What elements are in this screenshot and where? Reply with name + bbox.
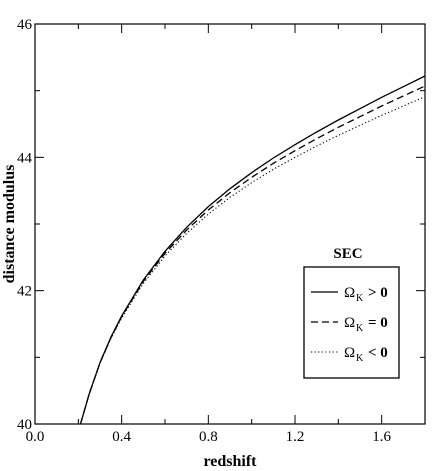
axis-ticks: 0.0 0.4 0.8 1.2 1.6 40 42 44 46: [17, 17, 426, 445]
legend: SEC Ω K > 0Ω K = 0Ω K < 0: [303, 246, 400, 379]
legend-operator: > 0: [368, 285, 388, 301]
y-tick-label: 44: [17, 150, 33, 166]
x-tick-label: 0.4: [112, 429, 131, 445]
legend-box: [303, 266, 400, 379]
legend-symbol: Ω: [344, 315, 355, 331]
x-tick-label: 0.0: [26, 429, 45, 445]
y-axis-title: distance modulus: [1, 165, 18, 284]
legend-symbol: Ω: [344, 285, 355, 301]
legend-subscript: K: [356, 353, 364, 364]
series-group: [79, 75, 426, 425]
legend-subscript: K: [356, 323, 364, 334]
x-axis-title: redshift: [203, 453, 257, 470]
legend-title: SEC: [333, 246, 362, 262]
x-tick-label: 1.6: [372, 429, 391, 445]
legend-subscript: K: [356, 293, 364, 304]
y-tick-label: 40: [17, 417, 32, 433]
series-line-dashed: [79, 85, 426, 425]
y-tick-label: 42: [17, 284, 32, 300]
y-tick-label: 46: [17, 17, 33, 33]
x-tick-label: 1.2: [286, 429, 305, 445]
legend-operator: = 0: [368, 315, 388, 331]
legend-symbol: Ω: [344, 345, 355, 361]
series-line-dotted: [79, 96, 426, 425]
legend-operator: < 0: [368, 345, 388, 361]
x-tick-label: 0.8: [199, 429, 218, 445]
